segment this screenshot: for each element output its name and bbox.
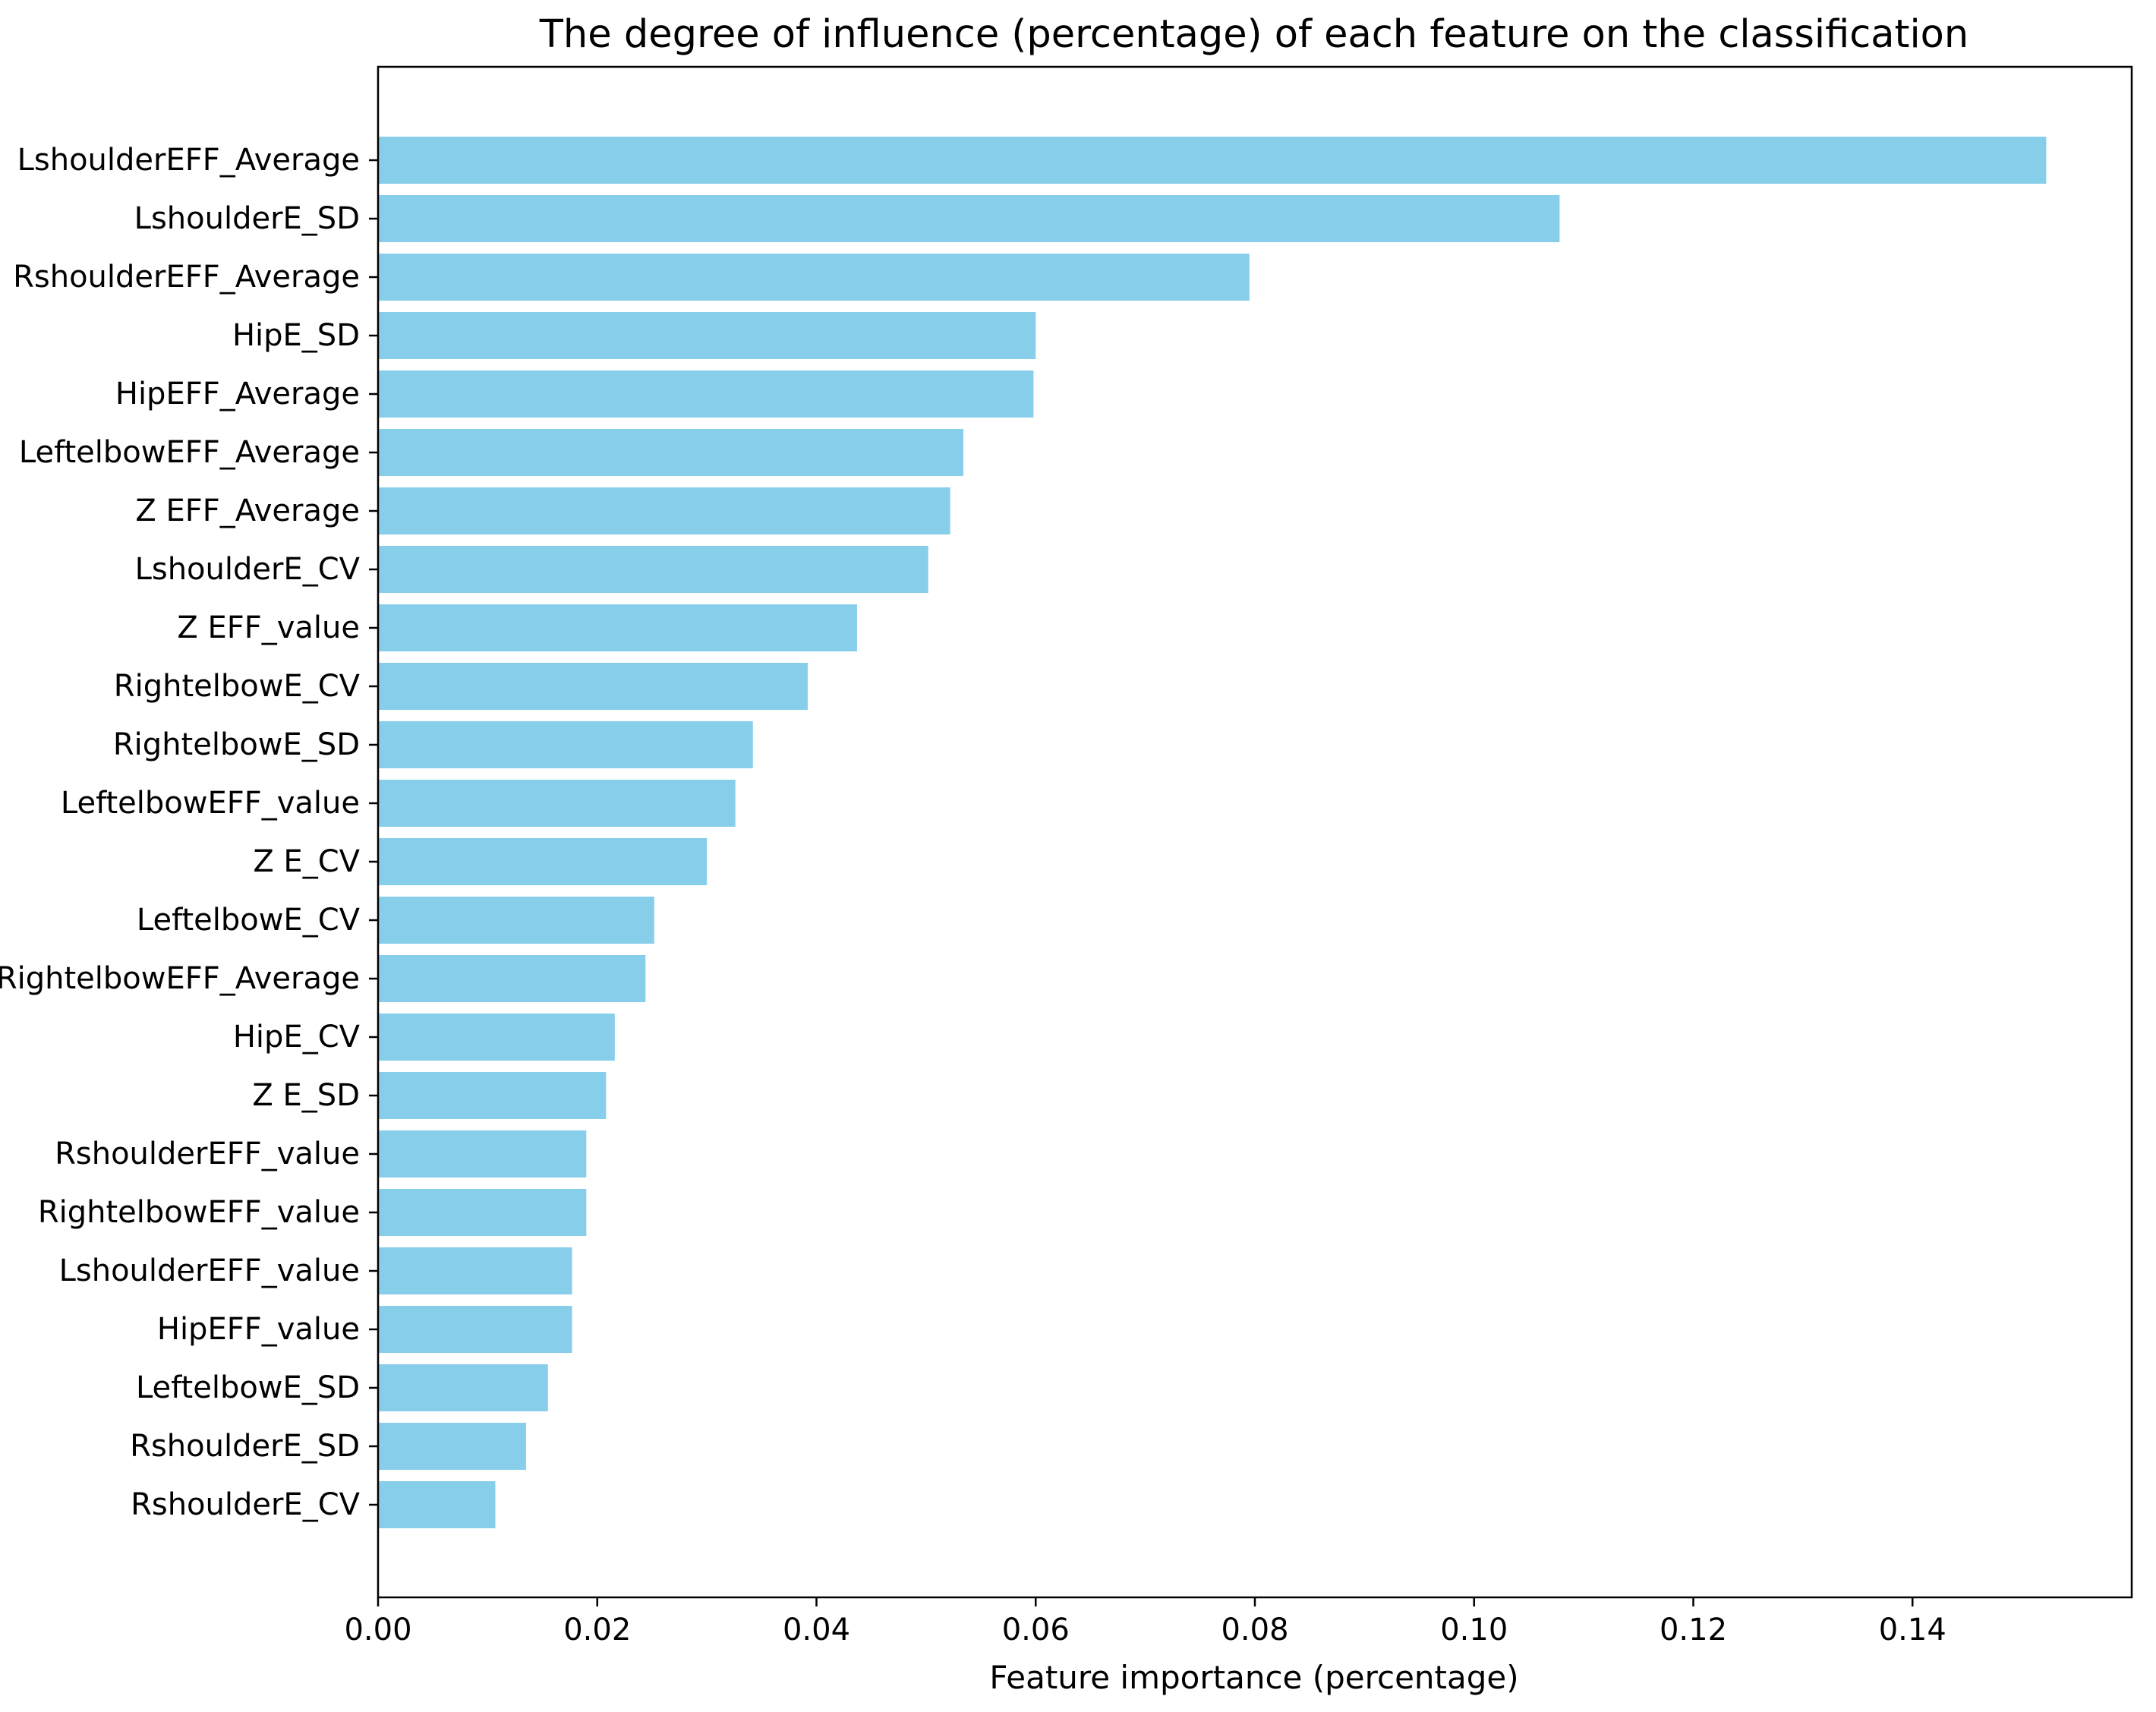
- y-tick-label-21: LeftelbowE_SD: [136, 1370, 360, 1405]
- bar-6: [378, 487, 950, 534]
- bar-18: [378, 1189, 587, 1236]
- y-tick-label-9: RightelbowE_CV: [114, 669, 361, 704]
- x-axis-ticks: 0.00 0.02 0.04 0.06 0.08 0.10 0.12 0.14: [344, 1597, 1946, 1647]
- y-tick-label-5: LeftelbowEFF_Average: [19, 435, 360, 470]
- y-tick-label-18: RightelbowEFF_value: [38, 1195, 360, 1230]
- bars-group: [378, 137, 2047, 1528]
- bar-5: [378, 429, 963, 476]
- y-tick-label-23: RshoulderE_CV: [131, 1487, 361, 1522]
- y-tick-label-14: RightelbowEFF_Average: [0, 961, 360, 996]
- x-tick-label-4: 0.08: [1221, 1613, 1288, 1647]
- y-tick-label-3: HipE_SD: [232, 318, 360, 353]
- bar-17: [378, 1130, 587, 1178]
- y-tick-label-8: Z EFF_value: [177, 610, 360, 645]
- bar-7: [378, 546, 928, 593]
- x-tick-label-6: 0.12: [1660, 1613, 1727, 1647]
- bar-1: [378, 195, 1560, 242]
- x-tick-label-3: 0.06: [1002, 1613, 1070, 1647]
- y-tick-label-15: HipE_CV: [233, 1020, 361, 1055]
- x-tick-label-7: 0.14: [1879, 1613, 1946, 1647]
- x-tick-label-5: 0.10: [1440, 1613, 1508, 1647]
- bar-10: [378, 721, 753, 768]
- y-axis-ticks: LshoulderEFF_Average LshoulderE_SD Rshould…: [0, 143, 378, 1522]
- y-tick-label-13: LeftelbowE_CV: [137, 903, 361, 938]
- y-tick-label-16: Z E_SD: [252, 1078, 360, 1113]
- y-tick-label-6: Z EFF_Average: [135, 493, 360, 528]
- bar-4: [378, 370, 1034, 418]
- bar-19: [378, 1247, 572, 1294]
- bar-15: [378, 1014, 615, 1061]
- y-tick-label-11: LeftelbowEFF_value: [61, 786, 360, 821]
- x-tick-label-0: 0.00: [344, 1613, 411, 1647]
- bar-22: [378, 1423, 526, 1470]
- y-tick-label-20: HipEFF_value: [157, 1312, 360, 1347]
- y-tick-label-1: LshoulderE_SD: [134, 201, 360, 236]
- y-tick-label-17: RshoulderEFF_value: [55, 1137, 360, 1171]
- bar-8: [378, 604, 857, 651]
- bar-11: [378, 780, 736, 827]
- y-tick-label-12: Z E_CV: [253, 844, 360, 879]
- chart-title: The degree of influence (percentage) of …: [539, 12, 1968, 57]
- y-tick-label-2: RshoulderEFF_Average: [13, 260, 360, 295]
- bar-3: [378, 312, 1036, 359]
- x-tick-label-2: 0.04: [783, 1613, 850, 1647]
- bar-12: [378, 838, 708, 885]
- x-axis-label: Feature importance (percentage): [989, 1659, 1518, 1696]
- bar-21: [378, 1364, 548, 1411]
- bar-13: [378, 897, 654, 944]
- y-tick-label-0: LshoulderEFF_Average: [17, 143, 360, 178]
- plot-frame: [377, 65, 2133, 1599]
- bar-0: [378, 137, 2047, 184]
- y-tick-label-22: RshoulderE_SD: [130, 1429, 360, 1464]
- bar-20: [378, 1306, 572, 1353]
- x-tick-label-1: 0.02: [563, 1613, 631, 1647]
- bar-14: [378, 955, 646, 1002]
- y-tick-label-10: RightelbowE_SD: [113, 727, 360, 762]
- bar-23: [378, 1481, 496, 1528]
- bar-9: [378, 663, 808, 710]
- bar-2: [378, 254, 1250, 301]
- bar-16: [378, 1072, 607, 1119]
- y-tick-label-4: HipEFF_Average: [115, 377, 360, 411]
- y-tick-label-19: LshoulderEFF_value: [59, 1253, 360, 1288]
- y-tick-label-7: LshoulderE_CV: [135, 552, 361, 587]
